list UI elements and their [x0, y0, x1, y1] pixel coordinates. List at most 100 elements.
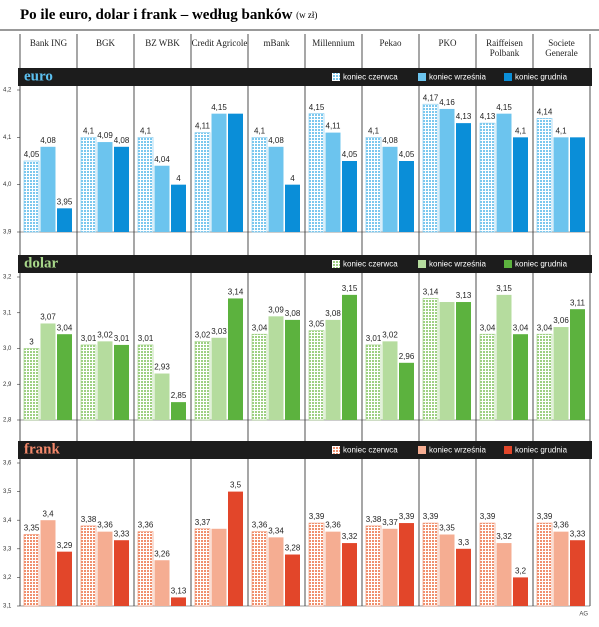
value-label: 3: [29, 338, 34, 347]
panel-header: [18, 441, 592, 459]
bar: [40, 323, 56, 420]
bar: [97, 142, 113, 232]
bar: [80, 525, 97, 607]
bar: [308, 330, 325, 421]
value-label: 3,26: [154, 549, 170, 558]
bar: [194, 132, 211, 233]
y-tick-label: 3,2: [3, 575, 12, 581]
value-label: 4,15: [496, 103, 512, 112]
y-tick-label: 2,8: [3, 418, 12, 424]
bar: [325, 531, 341, 606]
bar: [268, 316, 284, 420]
bar: [456, 548, 471, 606]
legend-swatch: [418, 73, 426, 81]
value-label: 3,38: [81, 515, 97, 524]
value-label: 3,01: [138, 334, 154, 343]
bar: [228, 113, 243, 232]
bar: [40, 146, 56, 232]
bar: [114, 146, 129, 232]
bar: [325, 132, 341, 232]
value-label: 3,01: [114, 334, 130, 343]
legend-swatch: [504, 260, 512, 268]
bar: [171, 184, 186, 232]
bar: [251, 333, 268, 421]
bar: [382, 528, 398, 606]
value-label: 3,2: [515, 567, 527, 576]
bar: [285, 184, 300, 232]
value-label: 3,02: [195, 330, 211, 339]
y-tick-label: 3,5: [3, 489, 12, 495]
value-label: 4,1: [368, 126, 380, 135]
value-label: 4,11: [195, 122, 211, 131]
bar: [553, 137, 569, 232]
bar: [456, 302, 471, 420]
bank-name: BZ WBK: [145, 38, 180, 48]
bar: [399, 161, 414, 232]
legend-label: koniec września: [429, 446, 486, 455]
value-label: 4,17: [423, 93, 439, 102]
bar: [23, 534, 40, 607]
value-label: 3,33: [570, 529, 586, 538]
value-label: 3,09: [268, 305, 284, 314]
value-label: 4,15: [211, 103, 227, 112]
bar: [513, 577, 528, 606]
value-label: 4: [290, 174, 295, 183]
value-label: 4,08: [40, 136, 56, 145]
value-label: 3,35: [439, 524, 455, 533]
legend-swatch: [418, 260, 426, 268]
bar: [439, 108, 455, 232]
value-label: 3,38: [366, 515, 382, 524]
y-tick-label: 4,1: [3, 135, 12, 141]
value-label: 3,32: [496, 532, 512, 541]
bar: [325, 319, 341, 420]
bank-name: Societe Generale: [545, 38, 578, 58]
y-tick-label: 4,0: [3, 182, 12, 188]
bar: [553, 327, 569, 420]
bar: [439, 534, 455, 606]
y-tick-label: 3,3: [3, 546, 12, 552]
bar: [154, 165, 170, 232]
value-label: 4: [176, 174, 181, 183]
bar: [251, 531, 268, 607]
bar: [114, 344, 129, 420]
bar: [171, 597, 186, 606]
title: Po ile euro, dolar i frank – według bank…: [20, 7, 293, 23]
bank-name: Raiffeisen Polbank: [486, 38, 523, 58]
value-label: 3,36: [138, 521, 154, 530]
value-label: 2,85: [171, 391, 187, 400]
y-tick-label: 3,6: [3, 461, 12, 467]
bar: [285, 319, 300, 420]
bar: [171, 402, 186, 420]
value-label: 3,34: [268, 526, 284, 535]
value-label: 3,5: [230, 481, 242, 490]
bar: [114, 540, 129, 606]
value-label: 4,1: [254, 126, 266, 135]
bar: [513, 137, 528, 232]
bar: [513, 334, 528, 420]
bar: [137, 137, 154, 233]
bar: [479, 122, 496, 233]
bar: [154, 560, 170, 606]
subtitle: (w zł): [296, 10, 317, 20]
bar: [23, 348, 40, 421]
value-label: 3,39: [480, 512, 496, 521]
bar: [211, 113, 227, 232]
legend-label: koniec czerwca: [343, 260, 398, 269]
bank-name: mBank: [263, 38, 290, 48]
value-label: 3,01: [366, 334, 382, 343]
bar: [40, 520, 56, 606]
bank-name: Pekao: [379, 38, 402, 48]
bar: [23, 160, 40, 233]
panel-title: euro: [24, 68, 53, 84]
value-label: 3,03: [211, 327, 227, 336]
bar: [536, 522, 553, 607]
value-label: 3,08: [325, 309, 341, 318]
page-title: Po ile euro, dolar i frank – według bank…: [20, 7, 317, 23]
value-label: 4,08: [268, 136, 284, 145]
value-label: 3,36: [553, 521, 569, 530]
bar: [365, 344, 382, 421]
value-label: 3,06: [553, 316, 569, 325]
legend-label: koniec grudnia: [515, 260, 568, 269]
value-label: 4,1: [83, 126, 95, 135]
